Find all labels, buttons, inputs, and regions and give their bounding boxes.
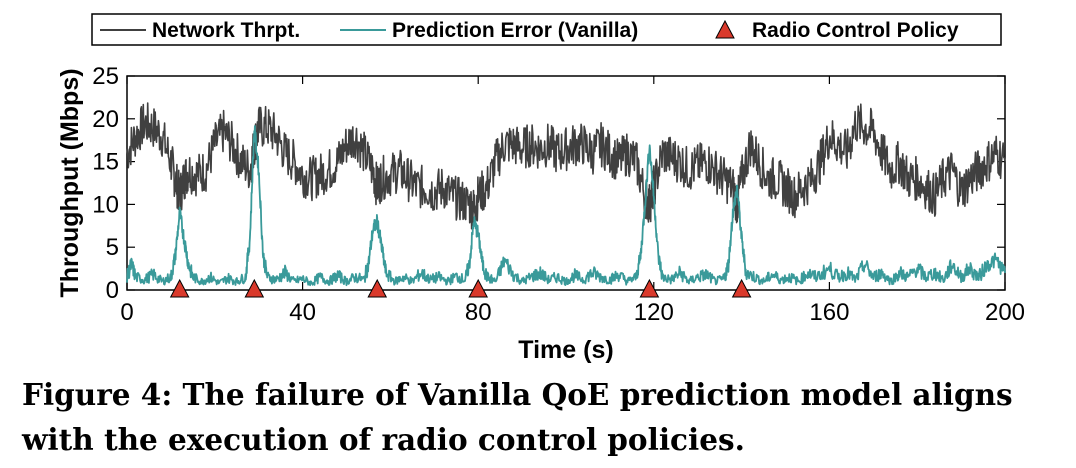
figure-caption: Figure 4: The failure of Vanilla QoE pre… xyxy=(22,372,1067,462)
plot-area xyxy=(126,75,1006,291)
caption-line-2: with the execution of radio control poli… xyxy=(22,422,745,457)
x-tick-label: 200 xyxy=(985,299,1025,326)
legend-box xyxy=(91,13,1002,46)
y-tick-label: 20 xyxy=(92,106,119,133)
y-tick-label: 15 xyxy=(92,149,119,176)
series-lines xyxy=(126,102,1006,287)
x-tick-label: 80 xyxy=(465,299,492,326)
legend-label-prediction-error: Prediction Error (Vanilla) xyxy=(392,19,638,42)
caption-line-1: Figure 4: The failure of Vanilla QoE pre… xyxy=(22,377,1013,412)
legend-marker-radio-control-policy xyxy=(715,19,735,39)
x-tick-label: 120 xyxy=(634,299,674,326)
policy-marker xyxy=(244,278,265,298)
x-axis-title: Time (s) xyxy=(518,336,613,364)
y-tick-label: 10 xyxy=(92,191,119,218)
axis-ticks: 0 40 80 120 160 200 0 5 10 15 20 25 xyxy=(92,63,1025,326)
x-tick-label: 40 xyxy=(289,299,316,326)
series-line-prediction-error xyxy=(126,125,1006,287)
y-tick-label: 0 xyxy=(106,277,119,304)
y-axis-title: Throughput (Mbps) xyxy=(56,68,84,297)
x-tick-label: 0 xyxy=(120,299,133,326)
series-line-network-thrpt xyxy=(126,102,1006,230)
policy-marker xyxy=(367,278,388,298)
policy-marker xyxy=(639,278,660,298)
throughput-chart: Network Thrpt. Prediction Error (Vanilla… xyxy=(56,13,1025,364)
legend: Network Thrpt. Prediction Error (Vanilla… xyxy=(91,13,1002,46)
y-tick-label: 5 xyxy=(106,234,119,261)
policy-marker xyxy=(731,278,752,298)
legend-label-network-thrpt: Network Thrpt. xyxy=(152,19,300,42)
policy-marker xyxy=(169,278,190,298)
policy-markers xyxy=(169,278,752,298)
y-tick-label: 25 xyxy=(92,63,119,90)
policy-marker xyxy=(468,278,489,298)
x-tick-label: 160 xyxy=(809,299,849,326)
legend-label-radio-control-policy: Radio Control Policy xyxy=(752,19,959,42)
